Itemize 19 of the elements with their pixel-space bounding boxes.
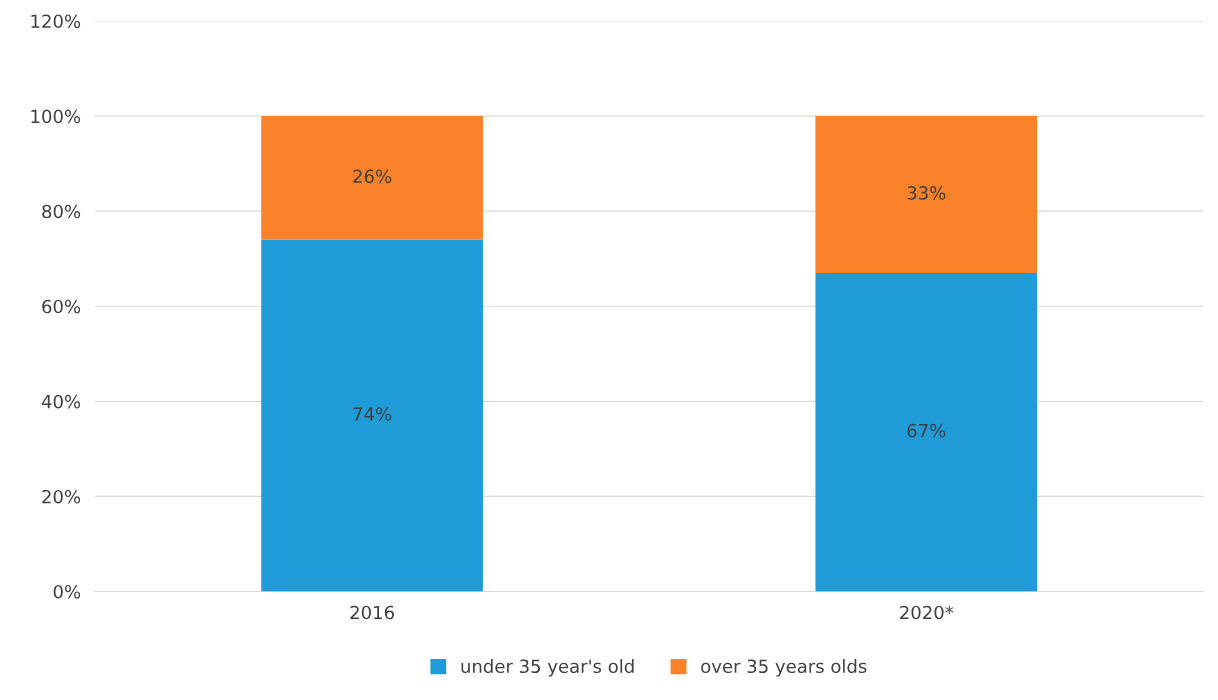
x-tick-label: 2020*	[900, 605, 954, 620]
y-tick-label: 80%	[42, 204, 81, 219]
y-tick-label: 60%	[42, 299, 81, 314]
bar	[261, 116, 483, 240]
y-tick-label: 100%	[31, 109, 81, 124]
y-tick-label: 120%	[31, 14, 81, 29]
data-label: 33%	[907, 186, 946, 200]
legend-label: over 35 years olds	[701, 659, 867, 677]
legend-label: under 35 year's old	[461, 659, 634, 677]
bar	[815, 272, 1038, 592]
bar	[261, 239, 483, 592]
y-tick-label: 0%	[53, 584, 81, 599]
data-label: 26%	[353, 169, 392, 184]
y-tick-label: 20%	[42, 489, 81, 504]
x-tick-label: 2016	[350, 605, 394, 620]
bar	[815, 116, 1038, 273]
data-label: 74%	[353, 407, 392, 421]
y-tick-label: 40%	[41, 394, 81, 409]
data-label: 67%	[907, 423, 946, 438]
